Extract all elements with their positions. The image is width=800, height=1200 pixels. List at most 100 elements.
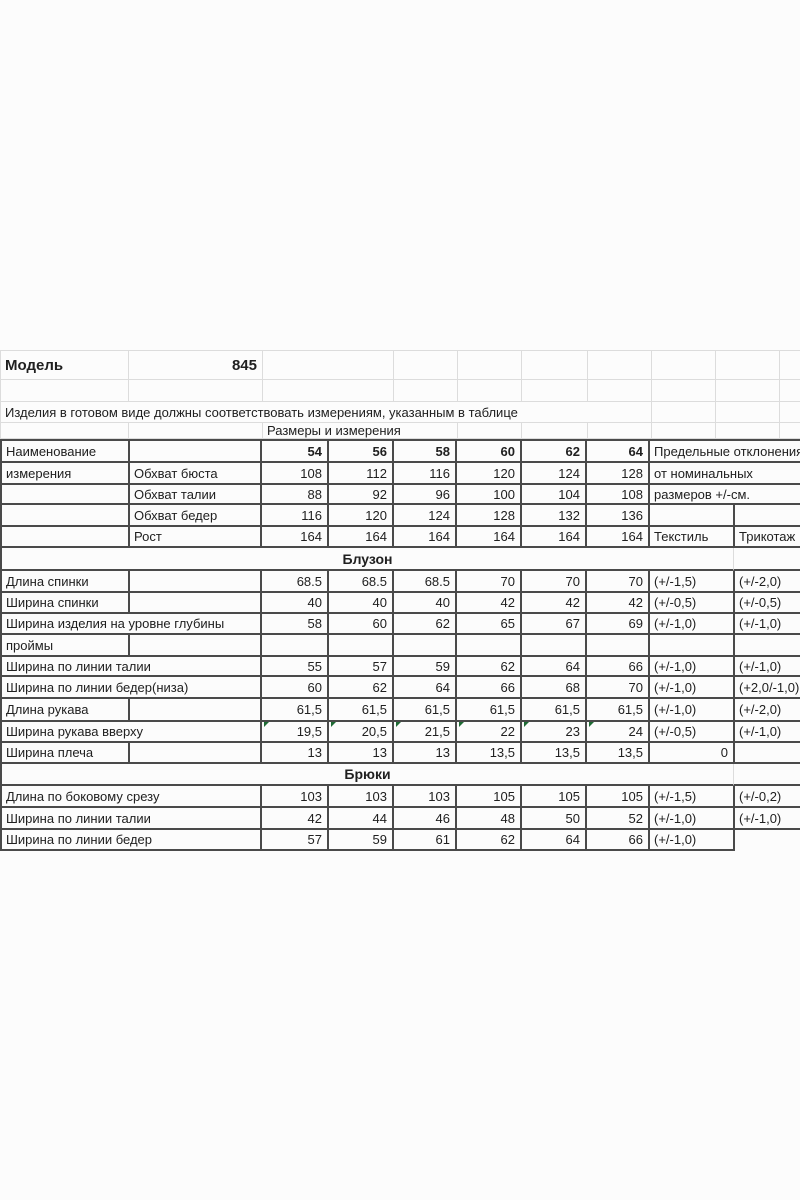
column-header-size: 58 <box>392 439 455 463</box>
cell-value: 64 <box>520 830 585 851</box>
cell-value: 13 <box>327 743 392 764</box>
cell-value: 22 <box>455 722 520 743</box>
tolerance-value: (+/-1,5) <box>648 786 733 808</box>
cell-value: 13,5 <box>455 743 520 764</box>
cell-flag-icon <box>331 722 336 727</box>
cell <box>715 380 779 402</box>
table-title: Размеры и измерения <box>262 423 457 439</box>
model-value: 845 <box>128 350 262 380</box>
cell <box>457 350 521 380</box>
cell <box>521 423 587 439</box>
tolerance-value: (+/-1,0) <box>648 657 733 677</box>
row-label: Ширина по линии талии <box>0 657 260 677</box>
cell <box>779 350 800 380</box>
cell-value: 124 <box>392 505 455 527</box>
cell-value: 120 <box>455 463 520 485</box>
cell-value: 42 <box>260 808 327 830</box>
cell-value: 108 <box>260 463 327 485</box>
cell-value: 61 <box>392 830 455 851</box>
cell-value: 24 <box>585 722 648 743</box>
cell <box>128 593 260 614</box>
column-header-name2 <box>0 527 128 548</box>
tolerance-value <box>733 830 800 851</box>
cell-value: 21,5 <box>392 722 455 743</box>
cell-flag-icon <box>396 722 401 727</box>
cell <box>651 402 715 423</box>
table-row: Обхват талии 88 92 96 100 104 108 размеров +/-с… <box>0 485 800 505</box>
row-label: Ширина изделия на уровне глубины <box>0 614 260 635</box>
cell <box>587 423 651 439</box>
cell-value: 164 <box>520 527 585 548</box>
textile-header: Текстиль <box>648 527 733 548</box>
cell <box>733 764 800 786</box>
cell <box>651 380 715 402</box>
cell-value: 96 <box>392 485 455 505</box>
cell-value: 124 <box>520 463 585 485</box>
cell-value: 61,5 <box>260 699 327 722</box>
cell-value: 40 <box>392 593 455 614</box>
cell-value: 62 <box>327 677 392 699</box>
cell-value: 105 <box>520 786 585 808</box>
cell-value: 46 <box>392 808 455 830</box>
table-row: Обхват бедер 116 120 124 128 132 136 <box>0 505 800 527</box>
cell-value <box>260 635 327 657</box>
cell-value <box>585 635 648 657</box>
row-label: Обхват бюста <box>128 463 260 485</box>
cell-value: 103 <box>392 786 455 808</box>
column-header-size: 60 <box>455 439 520 463</box>
cell-value: 60 <box>260 677 327 699</box>
cell-value: 164 <box>327 527 392 548</box>
cell-value: 59 <box>392 657 455 677</box>
table-row: измерения Обхват бюста 108 112 116 120 124 128 о… <box>0 463 800 485</box>
cell-flag-icon <box>524 722 529 727</box>
cell-value <box>520 635 585 657</box>
cell-value: 70 <box>455 571 520 593</box>
cell-value: 164 <box>260 527 327 548</box>
cell-value: 13 <box>392 743 455 764</box>
note-row: Изделия в готовом виде должны соответств… <box>0 402 800 423</box>
row-label: Рост <box>128 527 260 548</box>
table-row: Ширина по линии талии 55 57 59 62 64 66 (+/-1,0… <box>0 657 800 677</box>
row-label: Обхват талии <box>128 485 260 505</box>
cell-value: 42 <box>585 593 648 614</box>
cell-value: 60 <box>327 614 392 635</box>
cell-value: 70 <box>585 677 648 699</box>
tolerance-value: (+/-1,0) <box>733 722 800 743</box>
cell-value: 164 <box>585 527 648 548</box>
empty-row <box>0 380 800 402</box>
cell <box>733 635 800 657</box>
tolerance-value: 0 <box>648 743 733 764</box>
cell <box>779 402 800 423</box>
cell-value: 50 <box>520 808 585 830</box>
cell-flag-icon <box>459 722 464 727</box>
cell-value: 61,5 <box>327 699 392 722</box>
cell <box>648 635 733 657</box>
cell <box>715 423 779 439</box>
tolerance-value: (+/-1,0) <box>648 830 733 851</box>
column-header-name: Наименование <box>0 439 128 463</box>
cell-value: 62 <box>392 614 455 635</box>
row-label: Длина по боковому срезу <box>0 786 260 808</box>
row-label: Длина спинки <box>0 571 128 593</box>
cell <box>128 571 260 593</box>
row-label: Ширина по линии бедер <box>0 830 260 851</box>
table-row: Длина по боковому срезу 103 103 103 105 105 10… <box>0 786 800 808</box>
cell-value: 128 <box>585 463 648 485</box>
cell-value: 64 <box>392 677 455 699</box>
cell <box>733 548 800 571</box>
cell-value: 136 <box>585 505 648 527</box>
note-text: Изделия в готовом виде должны соответств… <box>0 402 651 423</box>
cell <box>715 402 779 423</box>
tolerance-value: (+/-0,2) <box>733 786 800 808</box>
column-header-size: 54 <box>260 439 327 463</box>
cell-value: 44 <box>327 808 392 830</box>
tolerance-value: (+/-0,5) <box>648 593 733 614</box>
cell <box>393 350 457 380</box>
cell-value <box>392 635 455 657</box>
table-row: Ширина по линии талии 42 44 46 48 50 52 (+/-1,0… <box>0 808 800 830</box>
section-header-row: Блузон <box>0 548 800 571</box>
table-row: проймы <box>0 635 800 657</box>
tolerance-value: (+/-1,0) <box>648 808 733 830</box>
tolerance-value: (+/-1,5) <box>648 571 733 593</box>
